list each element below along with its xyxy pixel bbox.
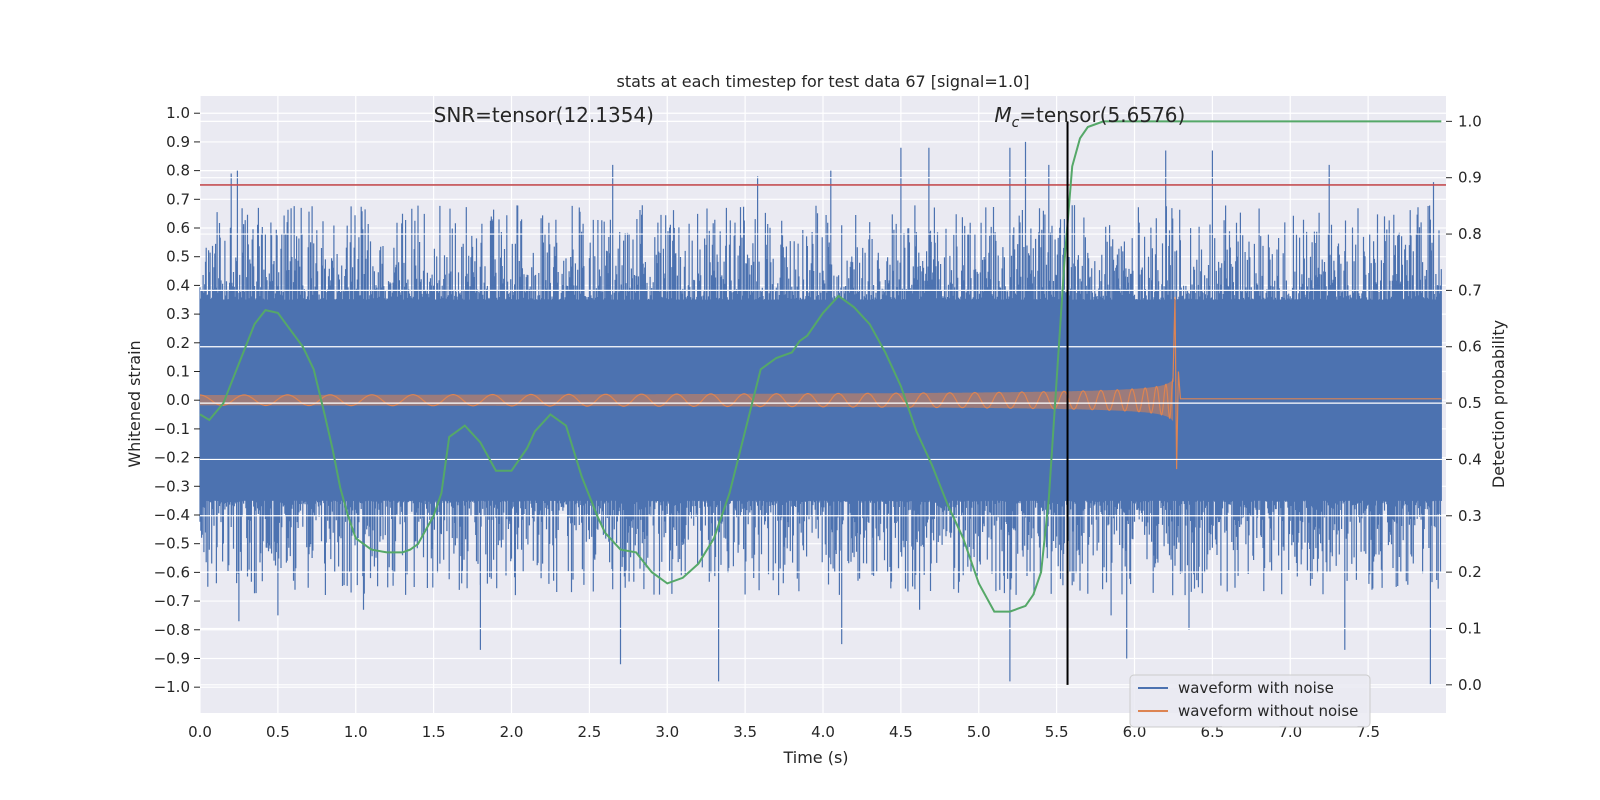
chirp-mass-value: =tensor(5.6576) <box>1019 103 1185 127</box>
y-tick-label: −1.0 <box>154 678 190 696</box>
y-tick-label: −0.7 <box>154 592 190 610</box>
y-tick-label: −0.8 <box>154 621 190 639</box>
x-tick-label: 5.0 <box>967 723 991 741</box>
x-tick-label: 1.0 <box>344 723 368 741</box>
y-right-tick-label: 0.3 <box>1458 507 1482 525</box>
y-tick-label: 0.7 <box>166 190 190 208</box>
y-right-tick-label: 0.4 <box>1458 450 1482 468</box>
legend-label-clean: waveform without noise <box>1178 702 1358 720</box>
y-tick-label: 0.4 <box>166 276 190 294</box>
y-tick-label: −0.6 <box>154 563 190 581</box>
y-tick-label: 1.0 <box>166 104 190 122</box>
y-right-tick-label: 1.0 <box>1458 112 1482 130</box>
y-axis-right-label: Detection probability <box>1489 320 1508 488</box>
y-tick-label: 0.1 <box>166 362 190 380</box>
y-tick-label: 0.2 <box>166 334 190 352</box>
y-tick-label: 0.0 <box>166 391 190 409</box>
chirp-envelope <box>200 379 1174 422</box>
y-tick-label: 0.5 <box>166 248 190 266</box>
legend-box <box>1129 674 1371 728</box>
y-right-tick-label: 0.9 <box>1458 169 1482 187</box>
x-tick-label: 1.5 <box>422 723 446 741</box>
series-detection-probability <box>199 120 1442 613</box>
x-tick-label: 5.5 <box>1045 723 1069 741</box>
chirp-mass-symbol: M <box>994 103 1011 127</box>
right-y-ticks: 1.0 0.9 0.8 0.7 0.6 0.5 0.4 0.3 0.2 0.1 0.0 <box>1446 112 1482 694</box>
y-right-tick-label: 0.2 <box>1458 563 1482 581</box>
y-tick-label: −0.9 <box>154 649 190 667</box>
y-tick-label: 0.3 <box>166 305 190 323</box>
x-tick-label: 3.5 <box>733 723 757 741</box>
y-tick-label: 0.9 <box>166 133 190 151</box>
y-tick-label: −0.5 <box>154 535 190 553</box>
y-tick-label: 0.8 <box>166 162 190 180</box>
snr-annotation: SNR=tensor(12.1354) <box>434 103 654 127</box>
detection-probability-line <box>199 120 1442 613</box>
y-right-tick-label: 0.6 <box>1458 338 1482 356</box>
y-tick-label: −0.1 <box>154 420 190 438</box>
x-tick-label: 0.0 <box>188 723 212 741</box>
y-right-tick-label: 0.7 <box>1458 281 1482 299</box>
y-right-tick-label: 0.1 <box>1458 619 1482 637</box>
left-y-ticks: 1.0 0.9 0.8 0.7 0.6 0.5 0.4 0.3 0.2 0.1 0.0 −0.1 −0.… <box>154 104 200 696</box>
x-tick-label: 2.5 <box>577 723 601 741</box>
x-tick-label: 2.0 <box>500 723 524 741</box>
y-tick-label: −0.2 <box>154 449 190 467</box>
x-axis-label: Time (s) <box>782 748 848 767</box>
x-tick-label: 3.0 <box>655 723 679 741</box>
chart-title: stats at each timestep for test data 67 … <box>617 72 1030 91</box>
legend-label-noise: waveform with noise <box>1178 679 1334 697</box>
x-tick-label: 4.0 <box>811 723 835 741</box>
chirp-mass-subscript: c <box>1012 115 1020 131</box>
y-tick-label: −0.4 <box>154 506 190 524</box>
y-tick-label: −0.3 <box>154 477 190 495</box>
x-tick-label: 0.5 <box>266 723 290 741</box>
y-right-tick-label: 0.0 <box>1458 676 1482 694</box>
y-right-tick-label: 0.8 <box>1458 225 1482 243</box>
x-ticks: 0.0 0.5 1.0 1.5 2.0 2.5 3.0 3.5 4.0 4.5 5.0 5.5 6.0 6… <box>188 723 1380 741</box>
legend: waveform with noise waveform without noi… <box>1129 674 1371 728</box>
chirp-mass-annotation: Mc=tensor(5.6576) <box>994 103 1185 131</box>
x-tick-label: 4.5 <box>889 723 913 741</box>
y-axis-label: Whitened strain <box>125 340 144 467</box>
y-right-tick-label: 0.5 <box>1458 394 1482 412</box>
y-tick-label: 0.6 <box>166 219 190 237</box>
